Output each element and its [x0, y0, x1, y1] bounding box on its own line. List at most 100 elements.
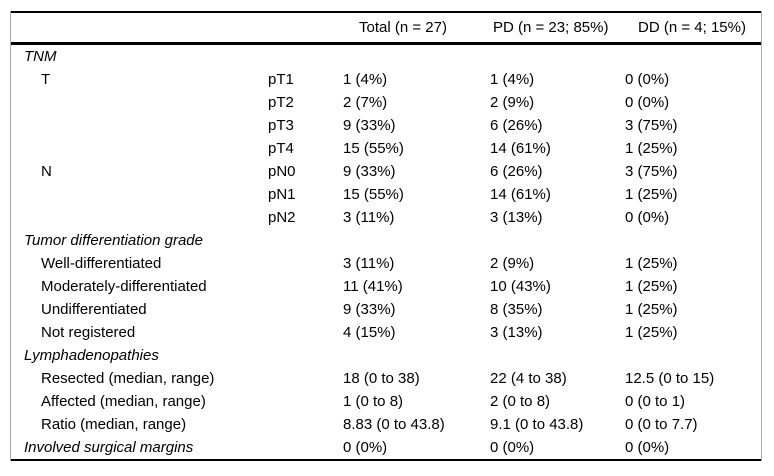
- table-row: Ratio (median, range) 8.83 (0 to 43.8) 9.1…: [11, 413, 761, 436]
- row-label: Affected (median, range): [41, 393, 206, 410]
- table-row: pT3 9 (33%) 6 (26%) 3 (75%): [11, 114, 761, 137]
- cell-pd: 2 (9%): [490, 255, 535, 272]
- table-row: Tumor differentiation grade: [11, 229, 761, 252]
- cell-dd: 0 (0 to 7.7): [625, 416, 698, 433]
- cell-total: 18 (0 to 38): [343, 370, 420, 387]
- cell-pd: 2 (0 to 8): [490, 393, 551, 410]
- row-label: T: [41, 71, 51, 88]
- cell-pd: [490, 44, 625, 69]
- row-sublabel: [268, 344, 343, 367]
- row-label: Not registered: [41, 324, 136, 341]
- table-row: pT2 2 (7%) 2 (9%) 0 (0%): [11, 91, 761, 114]
- cell-pd: 9.1 (0 to 43.8): [490, 416, 584, 433]
- header-label-column: [11, 12, 268, 44]
- row-sublabel: pN1: [268, 186, 296, 203]
- cell-total: 9 (33%): [343, 301, 396, 318]
- cell-pd: 3 (13%): [490, 209, 543, 226]
- row-sublabel: pT3: [268, 117, 294, 134]
- cell-total: 1 (0 to 8): [343, 393, 404, 410]
- cell-pd: 22 (4 to 38): [490, 370, 567, 387]
- cell-pd: [490, 229, 625, 252]
- table-row: Affected (median, range) 1 (0 to 8) 2 (0 t…: [11, 390, 761, 413]
- row-label: [11, 137, 268, 160]
- row-label: [11, 114, 268, 137]
- header-row: Total (n = 27) PD (n = 23; 85%) DD (n = …: [11, 12, 761, 44]
- table-row: pN1 15 (55%) 14 (61%) 1 (25%): [11, 183, 761, 206]
- table-row: Resected (median, range) 18 (0 to 38) 22 (…: [11, 367, 761, 390]
- row-sublabel: [268, 298, 343, 321]
- row-label: Involved surgical margins: [24, 439, 194, 456]
- table-row: Well-differentiated 3 (11%) 2 (9%) 1 (25%): [11, 252, 761, 275]
- row-sublabel: pN0: [268, 163, 296, 180]
- row-sublabel: [268, 275, 343, 298]
- cell-pd: 0 (0%): [490, 439, 535, 456]
- cell-pd: 10 (43%): [490, 278, 551, 295]
- row-label: Undifferentiated: [41, 301, 147, 318]
- cell-dd: [625, 229, 761, 252]
- patient-characteristics-table: Total (n = 27) PD (n = 23; 85%) DD (n = …: [10, 11, 762, 461]
- table-row: pT4 15 (55%) 14 (61%) 1 (25%): [11, 137, 761, 160]
- cell-pd: 14 (61%): [490, 140, 551, 157]
- cell-total: [343, 344, 490, 367]
- cell-total: 4 (15%): [343, 324, 396, 341]
- header-dd: DD (n = 4; 15%): [638, 19, 746, 36]
- row-sublabel: [268, 390, 343, 413]
- header-pd: PD (n = 23; 85%): [493, 19, 609, 36]
- cell-dd: 1 (25%): [625, 324, 678, 341]
- row-sublabel: [268, 436, 343, 460]
- table-row: TNM: [11, 44, 761, 69]
- table-row: Not registered 4 (15%) 3 (13%) 1 (25%): [11, 321, 761, 344]
- header-sublabel-column: [268, 12, 343, 44]
- cell-dd: 3 (75%): [625, 163, 678, 180]
- row-label: Ratio (median, range): [41, 416, 187, 433]
- row-label: Moderately-differentiated: [41, 278, 207, 295]
- cell-pd: [490, 344, 625, 367]
- cell-total: 3 (11%): [343, 255, 395, 272]
- row-sublabel: pT4: [268, 140, 294, 157]
- cell-dd: 0 (0 to 1): [625, 393, 686, 410]
- cell-total: 15 (55%): [343, 140, 404, 157]
- cell-dd: 0 (0%): [625, 439, 670, 456]
- cell-pd: 6 (26%): [490, 163, 543, 180]
- cell-total: 9 (33%): [343, 163, 396, 180]
- row-label: Resected (median, range): [41, 370, 215, 387]
- row-label: Tumor differentiation grade: [24, 232, 203, 249]
- table-row: Involved surgical margins 0 (0%) 0 (0%) 0 (…: [11, 436, 761, 460]
- cell-dd: 0 (0%): [625, 94, 670, 111]
- cell-total: [343, 44, 490, 69]
- row-sublabel: [268, 321, 343, 344]
- cell-total: 3 (11%): [343, 209, 395, 226]
- row-label: Lymphadenopathies: [24, 347, 159, 364]
- table-row: pN2 3 (11%) 3 (13%) 0 (0%): [11, 206, 761, 229]
- cell-dd: 1 (25%): [625, 255, 678, 272]
- cell-dd: 1 (25%): [625, 186, 678, 203]
- header-total: Total (n = 27): [359, 19, 447, 36]
- row-sublabel: [268, 413, 343, 436]
- row-sublabel: pT2: [268, 94, 294, 111]
- cell-total: 2 (7%): [343, 94, 388, 111]
- cell-dd: [625, 344, 761, 367]
- cell-pd: 8 (35%): [490, 301, 543, 318]
- row-label: TNM: [24, 48, 57, 65]
- cell-total: 1 (4%): [343, 71, 388, 88]
- cell-pd: 3 (13%): [490, 324, 543, 341]
- row-sublabel: pN2: [268, 209, 296, 226]
- row-label: [11, 183, 268, 206]
- cell-dd: 12.5 (0 to 15): [625, 370, 715, 387]
- cell-dd: 0 (0%): [625, 71, 670, 88]
- cell-total: 11 (41%): [343, 278, 403, 295]
- table-row: Undifferentiated 9 (33%) 8 (35%) 1 (25%): [11, 298, 761, 321]
- cell-total: 15 (55%): [343, 186, 404, 203]
- row-sublabel: [268, 44, 343, 69]
- cell-total: 8.83 (0 to 43.8): [343, 416, 445, 433]
- cell-dd: 1 (25%): [625, 301, 678, 318]
- row-sublabel: [268, 367, 343, 390]
- row-label: N: [41, 163, 52, 180]
- row-sublabel: [268, 252, 343, 275]
- cell-dd: 1 (25%): [625, 140, 678, 157]
- table-row: Moderately-differentiated 11 (41%) 10 (43%…: [11, 275, 761, 298]
- cell-pd: 2 (9%): [490, 94, 535, 111]
